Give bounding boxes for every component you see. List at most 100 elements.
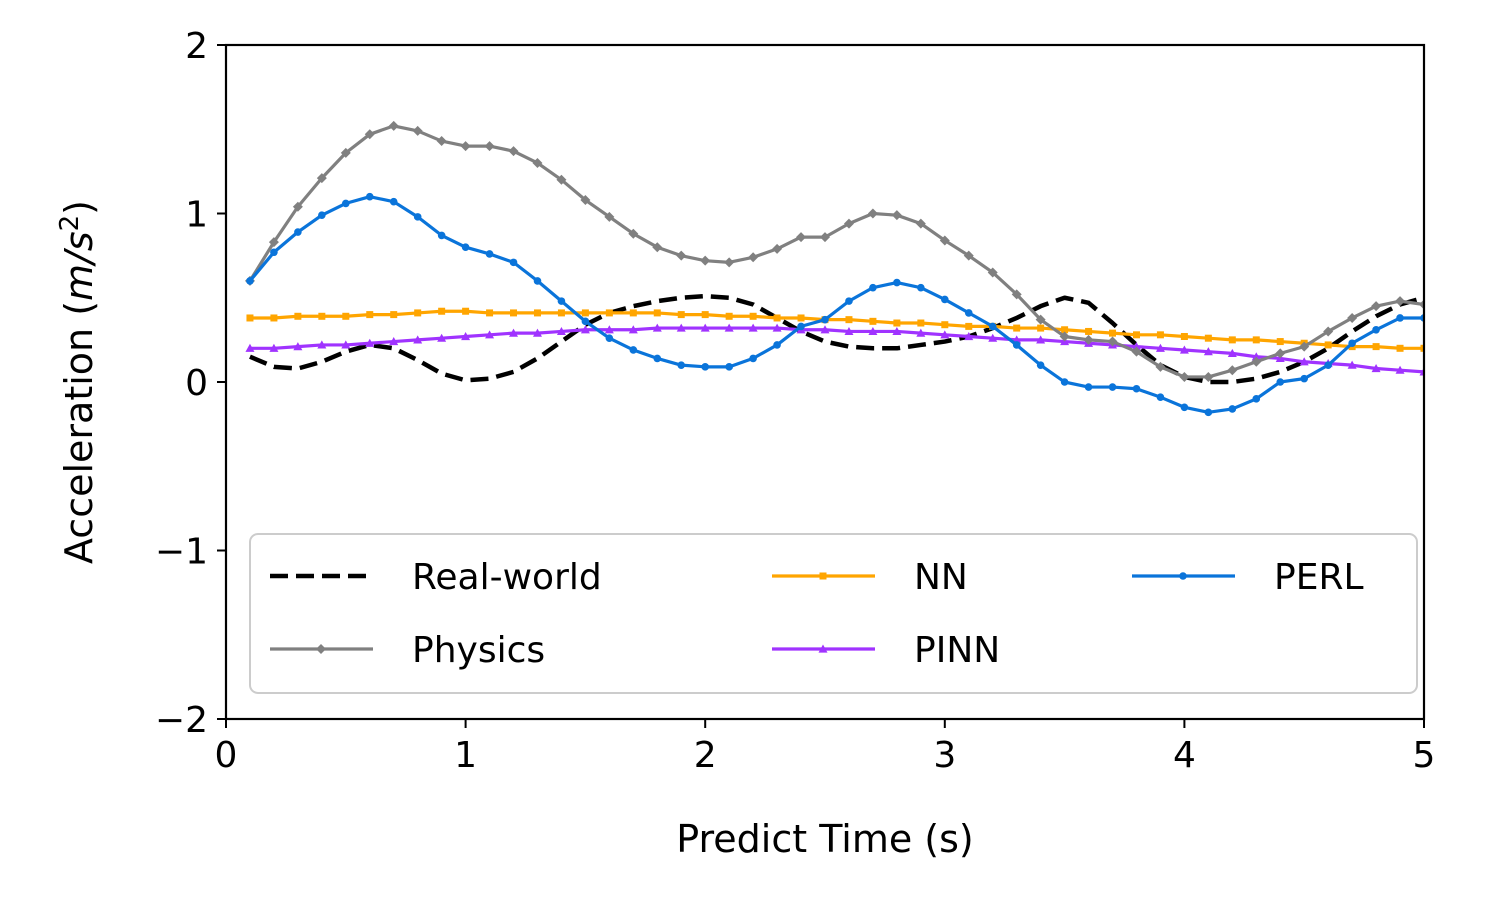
data-point-physics — [891, 210, 902, 221]
data-point-perl — [581, 317, 590, 326]
data-point-nn — [246, 314, 254, 322]
data-point-nn — [773, 314, 781, 322]
data-point-pinn — [964, 332, 974, 341]
data-point-nn — [917, 319, 925, 327]
data-point-pinn — [940, 330, 950, 339]
data-point-nn — [581, 309, 589, 317]
data-point-physics — [1083, 334, 1094, 345]
legend-frame — [249, 533, 1418, 694]
data-point-perl — [413, 213, 422, 221]
data-point-physics — [1323, 326, 1334, 337]
legend-label-physics: Physics — [412, 630, 545, 671]
data-point-physics — [867, 208, 878, 219]
data-point-perl — [988, 322, 997, 331]
data-point-perl — [773, 341, 781, 349]
data-point-perl — [1252, 395, 1261, 403]
x-axis-label: Predict Time (s) — [676, 817, 974, 861]
data-point-nn — [1132, 331, 1140, 339]
data-point-physics — [604, 211, 615, 222]
data-point-physics — [1371, 301, 1382, 312]
data-point-physics — [532, 157, 543, 168]
data-point-nn — [438, 307, 446, 315]
data-point-perl — [725, 363, 733, 371]
data-point-perl — [246, 277, 254, 285]
data-point-pinn — [988, 333, 998, 342]
data-point-perl — [509, 258, 518, 267]
data-point-perl — [653, 354, 662, 363]
y-tick-label: −2 — [155, 700, 208, 741]
data-point-perl — [893, 278, 901, 287]
data-point-pinn — [556, 326, 566, 336]
data-point-physics — [1179, 371, 1190, 382]
data-point-perl — [1204, 408, 1213, 417]
data-point-nn — [797, 314, 805, 322]
data-point-nn — [557, 309, 565, 317]
series-perl — [246, 192, 1424, 417]
series-line-real-world — [249, 293, 1424, 385]
data-point-perl — [557, 297, 566, 305]
data-point-physics — [676, 250, 687, 261]
data-point-nn — [1085, 327, 1093, 335]
y-axis-label-unit: m/s — [57, 231, 101, 301]
data-point-pinn — [389, 337, 399, 346]
data-point-physics — [915, 218, 926, 229]
data-point-perl — [917, 283, 925, 292]
series-line-pinn — [249, 326, 1424, 374]
data-point-perl — [389, 197, 398, 206]
data-point-pinn — [700, 323, 710, 332]
series-pinn — [245, 323, 1424, 376]
data-point-nn — [653, 309, 661, 317]
data-point-nn — [1276, 338, 1284, 346]
x-tick-label: 0 — [215, 735, 238, 776]
data-point-pinn — [1299, 357, 1309, 366]
data-point-nn — [294, 312, 302, 320]
data-point-physics — [364, 129, 375, 140]
data-point-pinn — [413, 335, 423, 344]
data-point-perl — [964, 309, 973, 317]
data-point-nn — [1156, 331, 1164, 339]
data-point-perl — [1324, 361, 1332, 369]
data-point-physics — [316, 173, 327, 184]
data-point-physics — [580, 195, 591, 206]
data-point-perl — [1036, 361, 1045, 369]
series-real-world — [249, 293, 1424, 385]
data-point-nn — [1228, 336, 1236, 344]
data-point-pinn — [269, 343, 279, 352]
data-point-pinn — [1251, 352, 1261, 361]
y-tick-label: 1 — [185, 195, 208, 236]
data-point-physics — [628, 228, 639, 239]
data-point-physics — [939, 235, 950, 246]
data-point-perl — [1372, 325, 1380, 334]
legend-marker-nn — [819, 572, 827, 580]
series-line-perl — [248, 195, 1424, 414]
data-point-perl — [1180, 403, 1189, 412]
data-point-pinn — [628, 325, 638, 334]
data-point-nn — [605, 309, 613, 317]
data-point-nn — [1180, 333, 1188, 341]
data-point-nn — [1396, 344, 1404, 352]
data-point-physics — [820, 232, 830, 243]
data-point-pinn — [652, 323, 662, 332]
data-point-perl — [797, 322, 805, 331]
data-point-pinn — [1036, 335, 1046, 344]
legend-item-pinn: PINN — [772, 630, 1000, 671]
data-point-pinn — [1227, 348, 1237, 357]
data-point-pinn — [293, 342, 303, 351]
data-point-physics — [436, 136, 447, 147]
y-axis-label: Acceleration (m/s2) — [55, 200, 101, 564]
data-point-perl — [342, 199, 350, 208]
data-point-nn — [1324, 341, 1332, 349]
ticks-layer: 0 1 2 3 4 5 −2 −1 0 1 2 — [155, 26, 1436, 776]
data-point-nn — [510, 309, 518, 317]
data-point-pinn — [844, 326, 854, 336]
data-point-perl — [533, 277, 542, 285]
data-point-perl — [1012, 341, 1021, 349]
data-point-nn — [318, 312, 326, 320]
legend-label-nn: NN — [914, 557, 968, 598]
data-point-nn — [1013, 324, 1021, 332]
data-point-perl — [318, 211, 326, 219]
data-point-perl — [1156, 393, 1165, 401]
data-point-physics — [700, 255, 711, 266]
data-point-perl — [1084, 383, 1093, 391]
